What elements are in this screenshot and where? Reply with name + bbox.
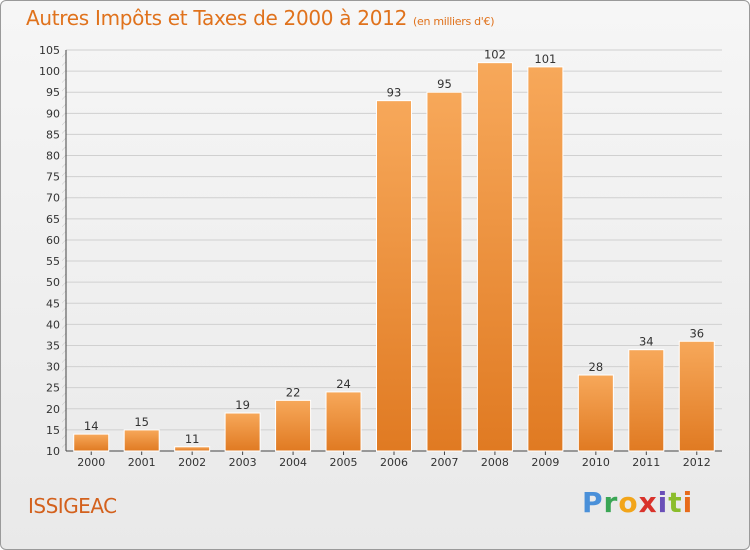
- commune-name: ISSIGEAC: [28, 494, 117, 518]
- bar-2001: [123, 429, 160, 452]
- x-tick-label-2003: 2003: [229, 456, 257, 469]
- x-tick-label-2002: 2002: [178, 456, 206, 469]
- x-tick-label-2001: 2001: [128, 456, 156, 469]
- x-tick-label-2006: 2006: [380, 456, 408, 469]
- y-tick-label: 75: [46, 171, 60, 184]
- value-label-2011: 34: [639, 335, 654, 349]
- x-tick-label-2012: 2012: [683, 456, 711, 469]
- y-tick-label: 70: [46, 192, 60, 205]
- y-tick-label: 30: [46, 361, 60, 374]
- value-label-2006: 93: [387, 86, 402, 100]
- bar-2011: [628, 349, 665, 452]
- axis-hatch: [62, 50, 66, 451]
- value-label-2000: 14: [84, 419, 99, 433]
- value-label-2002: 11: [185, 432, 200, 446]
- value-label-2010: 28: [589, 360, 604, 374]
- value-label-2012: 36: [689, 326, 704, 340]
- x-tick-label-2009: 2009: [531, 456, 559, 469]
- y-tick-label: 100: [39, 65, 60, 78]
- value-label-2004: 22: [286, 385, 301, 399]
- y-tick-label: 35: [46, 339, 60, 352]
- bar-2012: [678, 340, 715, 452]
- y-tick-label: 10: [46, 445, 60, 458]
- y-tick-label: 85: [46, 128, 60, 141]
- value-label-2008: 102: [484, 48, 506, 62]
- y-tick-label: 40: [46, 318, 60, 331]
- value-label-2005: 24: [336, 377, 351, 391]
- bar-2008: [476, 62, 513, 452]
- bar-2004: [275, 399, 312, 452]
- value-label-2001: 15: [134, 415, 149, 429]
- chart-title-text: Autres Impôts et Taxes de 2000 à 2012: [26, 6, 407, 30]
- y-tick-label: 90: [46, 107, 60, 120]
- x-tick-label-2011: 2011: [632, 456, 660, 469]
- bar-2010: [577, 374, 614, 452]
- y-tick-label: 95: [46, 86, 60, 99]
- value-label-2009: 101: [534, 52, 556, 66]
- x-tick-label-2010: 2010: [582, 456, 610, 469]
- y-tick-label: 25: [46, 382, 60, 395]
- x-tick-label-2008: 2008: [481, 456, 509, 469]
- x-tick-label-2007: 2007: [430, 456, 458, 469]
- y-tick-label: 60: [46, 234, 60, 247]
- chart-title: Autres Impôts et Taxes de 2000 à 2012 (en…: [26, 6, 494, 30]
- y-tick-label: 15: [46, 424, 60, 437]
- chart-subtitle: (en milliers d'€): [413, 15, 495, 28]
- bar-2005: [325, 391, 362, 452]
- bar-2000: [73, 433, 110, 452]
- bar-2003: [224, 412, 261, 452]
- x-tick-label-2000: 2000: [77, 456, 105, 469]
- y-tick-label: 55: [46, 255, 60, 268]
- y-tick-label: 50: [46, 276, 60, 289]
- bar-2007: [426, 91, 463, 452]
- x-tick-label-2005: 2005: [330, 456, 358, 469]
- value-label-2003: 19: [235, 398, 250, 412]
- bar-2002: [174, 446, 211, 452]
- value-label-2007: 95: [437, 77, 452, 91]
- y-tick-label: 45: [46, 297, 60, 310]
- y-tick-label: 65: [46, 213, 60, 226]
- x-tick-label-2004: 2004: [279, 456, 307, 469]
- y-tick-label: 20: [46, 403, 60, 416]
- bar-2009: [527, 66, 564, 452]
- proxiti-logo: Proxiti: [582, 486, 694, 519]
- bar-2006: [376, 100, 412, 452]
- y-tick-label: 80: [46, 150, 60, 163]
- y-tick-label: 105: [39, 44, 60, 57]
